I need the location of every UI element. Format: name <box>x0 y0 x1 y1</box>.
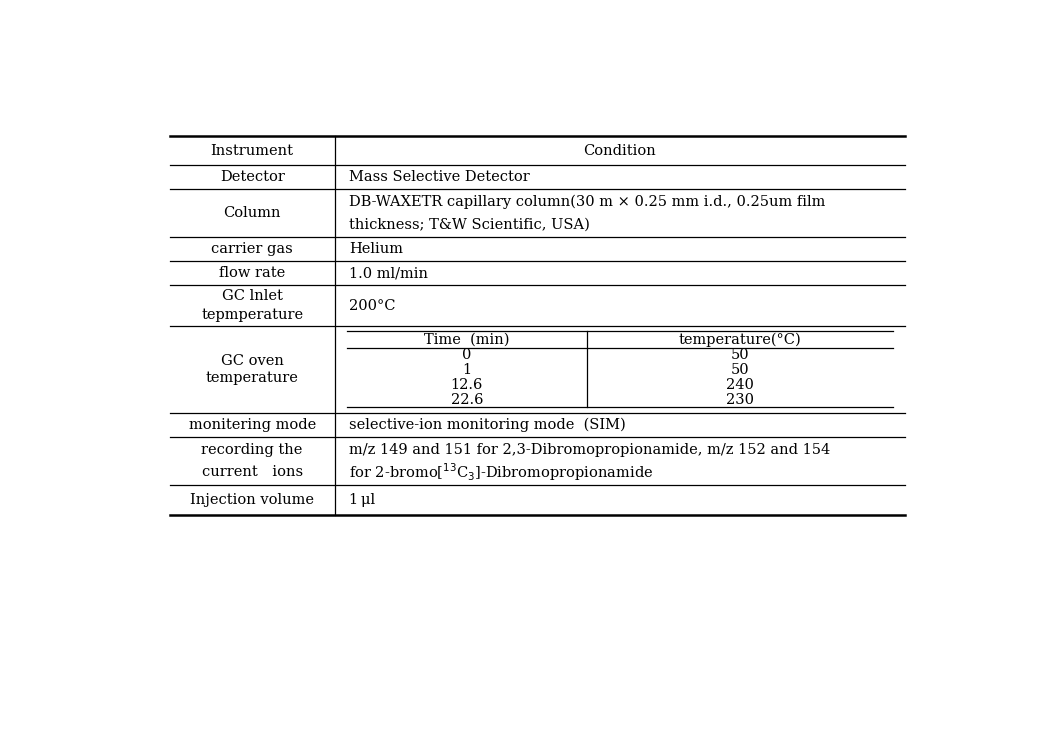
Text: monitering mode: monitering mode <box>189 418 316 432</box>
Text: 200°C: 200°C <box>349 299 395 313</box>
Text: selective-ion monitoring mode (SIM): selective-ion monitoring mode (SIM) <box>349 418 625 432</box>
Text: 1 μl: 1 μl <box>349 493 375 506</box>
Text: flow rate: flow rate <box>219 266 285 280</box>
Text: 1: 1 <box>463 363 472 377</box>
Text: 1.0 ml/min: 1.0 ml/min <box>349 266 428 280</box>
Text: 240: 240 <box>726 378 754 392</box>
Text: DB-WAXETR capillary column(30 m × 0.25 mm i.d., 0.25um film: DB-WAXETR capillary column(30 m × 0.25 m… <box>349 195 825 209</box>
Text: temperature: temperature <box>205 371 299 385</box>
Text: m/z 149 and 151 for 2,3-Dibromopropionamide, m/z 152 and 154: m/z 149 and 151 for 2,3-Dibromopropionam… <box>349 443 831 457</box>
Text: Helium: Helium <box>349 242 403 256</box>
Text: tepmperature: tepmperature <box>201 308 303 322</box>
Text: thickness; T&W Scientific, USA): thickness; T&W Scientific, USA) <box>349 217 590 231</box>
Text: Mass Selective Detector: Mass Selective Detector <box>349 170 530 184</box>
Text: recording the: recording the <box>201 443 303 457</box>
Text: GC oven: GC oven <box>221 354 284 368</box>
Text: GC lnlet: GC lnlet <box>222 289 283 303</box>
Text: Time (min): Time (min) <box>424 333 509 346</box>
Text: for 2-bromo[$^{13}$C$_3$]-Dibromopropionamide: for 2-bromo[$^{13}$C$_3$]-Dibromopropion… <box>349 461 653 482</box>
Text: 22.6: 22.6 <box>451 393 483 407</box>
Text: carrier gas: carrier gas <box>212 242 293 256</box>
Text: Column: Column <box>223 206 281 220</box>
Text: 0: 0 <box>463 349 472 363</box>
Text: Condition: Condition <box>584 144 656 158</box>
Text: Instrument: Instrument <box>211 144 293 158</box>
Text: 50: 50 <box>731 363 750 377</box>
Text: Detector: Detector <box>220 170 284 184</box>
Text: current ions: current ions <box>201 465 303 479</box>
Text: 50: 50 <box>731 349 750 363</box>
Text: 230: 230 <box>726 393 754 407</box>
Text: temperature(°C): temperature(°C) <box>679 333 802 346</box>
Text: 12.6: 12.6 <box>451 378 483 392</box>
Text: Injection volume: Injection volume <box>190 493 314 506</box>
